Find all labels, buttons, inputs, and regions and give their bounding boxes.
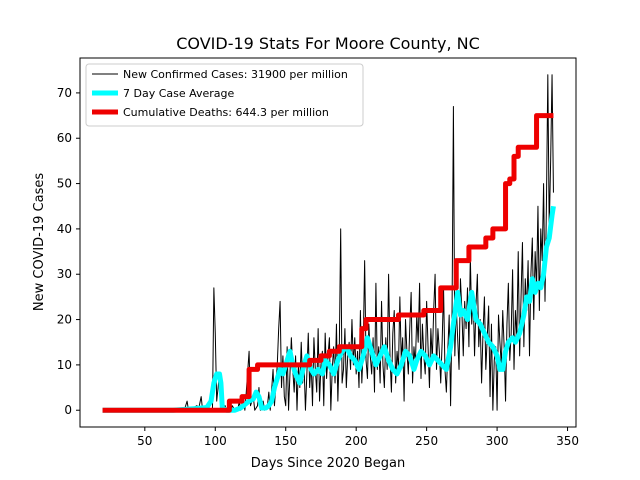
plot-area [79,57,577,428]
legend-label-1: New Confirmed Cases: 31900 per million [123,68,348,81]
y-tick-label: 10 [57,358,72,372]
y-tick-label: 60 [57,131,72,145]
chart-title: COVID-19 Stats For Moore County, NC [176,34,480,53]
x-tick-label: 200 [345,434,368,448]
x-tick-label: 50 [137,434,152,448]
x-axis-label: Days Since 2020 Began [251,456,406,471]
y-tick-label: 70 [57,86,72,100]
y-tick-label: 40 [57,222,72,236]
y-tick-label: 0 [64,403,72,417]
series-line-2 [102,205,556,413]
legend-label-2: 7 Day Case Average [123,87,235,100]
series-line-3 [102,113,554,413]
legend-box [85,63,364,127]
legend: New Confirmed Cases: 31900 per million 7 … [85,63,364,127]
axes-frame [79,57,577,428]
y-axis-label: New COVID-19 Cases [32,173,47,311]
y-tick-label: 50 [57,177,72,191]
y-axis: 0 10 20 30 40 50 60 70 [57,86,80,417]
series-layer [102,74,556,413]
x-tick-label: 150 [274,434,297,448]
y-tick-label: 30 [57,267,72,281]
x-tick-label: 100 [204,434,227,448]
x-axis: 50 100 150 200 250 300 350 [137,427,579,448]
x-tick-label: 350 [556,434,579,448]
y-tick-label: 20 [57,313,72,327]
legend-label-3: Cumulative Deaths: 644.3 per million [123,106,329,119]
x-tick-label: 250 [415,434,438,448]
x-tick-label: 300 [486,434,509,448]
